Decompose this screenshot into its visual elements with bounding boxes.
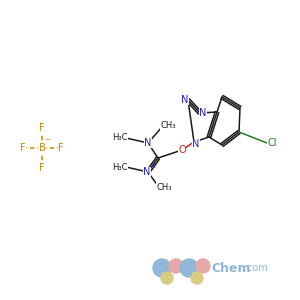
Text: N: N bbox=[143, 167, 151, 177]
Text: Cl: Cl bbox=[267, 138, 277, 148]
Text: B: B bbox=[39, 143, 45, 153]
Text: F: F bbox=[39, 123, 45, 133]
Text: +: + bbox=[150, 163, 156, 169]
Text: N: N bbox=[192, 139, 200, 149]
Text: F: F bbox=[20, 143, 26, 153]
Text: Chem: Chem bbox=[211, 262, 250, 275]
Text: O: O bbox=[178, 145, 186, 155]
Circle shape bbox=[196, 259, 210, 273]
Text: H₃C: H₃C bbox=[112, 134, 128, 142]
Text: F: F bbox=[58, 143, 64, 153]
Circle shape bbox=[180, 259, 198, 277]
Text: N: N bbox=[144, 138, 152, 148]
Circle shape bbox=[153, 259, 171, 277]
Text: N: N bbox=[199, 108, 207, 118]
Circle shape bbox=[169, 259, 183, 273]
Text: −: − bbox=[44, 137, 50, 143]
Text: CH₃: CH₃ bbox=[160, 122, 176, 130]
Circle shape bbox=[191, 272, 203, 284]
Text: H₃C: H₃C bbox=[112, 163, 128, 172]
Text: CH₃: CH₃ bbox=[156, 182, 172, 191]
Circle shape bbox=[161, 272, 173, 284]
Text: .com: .com bbox=[244, 263, 268, 273]
Text: N: N bbox=[181, 95, 189, 105]
Text: F: F bbox=[39, 163, 45, 173]
